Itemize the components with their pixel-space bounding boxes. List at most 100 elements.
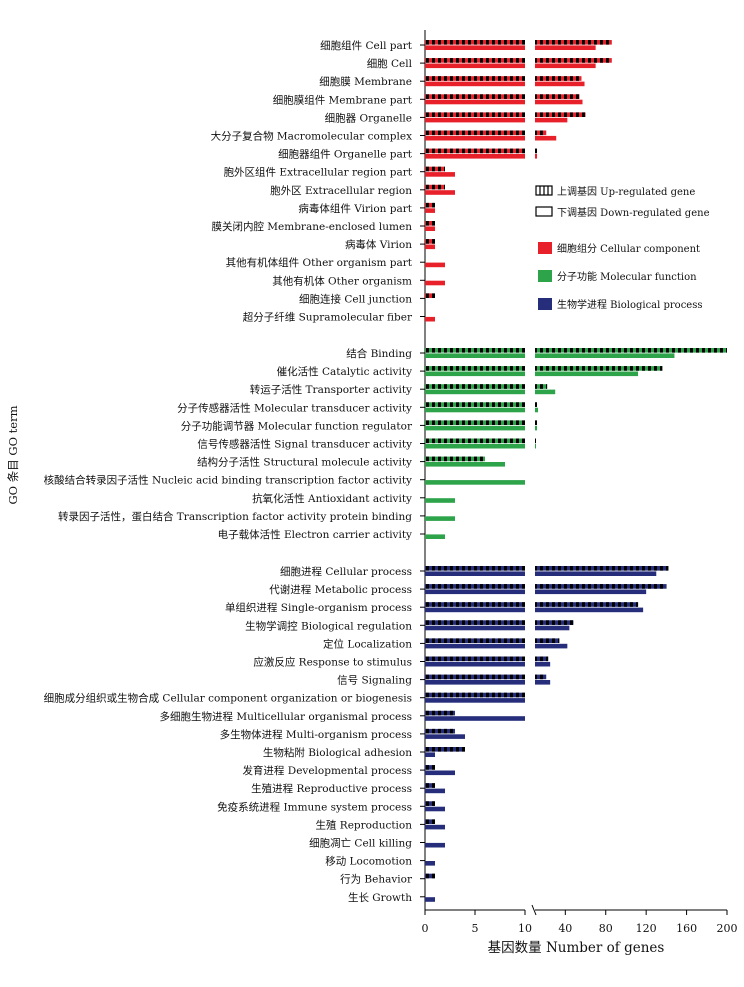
bar-up-hatch-2-0 — [425, 566, 525, 571]
bar-up-hatch-2-4 — [425, 638, 525, 643]
bar-up-hatch-0-4 — [425, 112, 525, 117]
bar-down-2-8 — [425, 716, 525, 721]
bar-down-1-4 — [425, 425, 525, 431]
x-axis-ticks: 0 5 10 40 80 120 160 200 — [420, 44, 738, 935]
category-label: 胞外区组件 Extracellular region part — [224, 166, 413, 179]
legend-label: 分子功能 Molecular function — [557, 270, 697, 283]
bar-down-0-3 — [425, 99, 525, 105]
bar-up-hatch-1-2-b — [535, 384, 548, 389]
category-label: 转录因子活性，蛋白结合 Transcription factor activit… — [58, 510, 412, 523]
bar-down-2-13 — [425, 806, 445, 812]
bar-up-hatch-1-1 — [425, 366, 525, 371]
bar-up-hatch-2-6 — [425, 674, 525, 680]
bar-down-2-6-b — [535, 680, 551, 685]
bar-down-1-2-b — [535, 389, 556, 395]
bar-down-1-3 — [425, 407, 525, 413]
bar-down-0-0-b — [535, 45, 596, 50]
category-label: 细胞成分组织或生物合成 Cellular component organizat… — [44, 692, 412, 705]
legend-label: 下调基因 Down-regulated gene — [557, 206, 710, 219]
category-label: 抗氧化活性 Antioxidant activity — [252, 492, 412, 505]
bar-up-hatch-0-1 — [425, 58, 525, 63]
category-label: 电子载体活性 Electron carrier activity — [218, 528, 412, 541]
bar-up-hatch-0-1-b — [535, 58, 612, 63]
bar-down-2-1-b — [535, 589, 647, 595]
bar-down-2-14 — [425, 824, 445, 830]
bar-down-2-9 — [425, 734, 465, 739]
bar-up-hatch-2-8 — [425, 710, 455, 716]
bar-down-2-0-b — [535, 571, 657, 576]
bar-up-hatch-2-11 — [425, 765, 435, 770]
legend-swatch-biological_process — [538, 298, 552, 310]
bar-down-0-7 — [425, 172, 455, 177]
bar-down-0-5-b — [535, 135, 557, 141]
bar-up-hatch-2-13 — [425, 801, 435, 806]
bar-up-hatch-1-3 — [425, 402, 525, 407]
axes — [424, 30, 727, 916]
category-label: 单组织进程 Single-organism process — [225, 601, 412, 614]
bar-up-hatch-1-4 — [425, 420, 525, 425]
category-label: 生物粘附 Biological adhesion — [263, 746, 412, 759]
category-label: 细胞进程 Cellular process — [280, 565, 412, 578]
bar-up-hatch-0-7 — [425, 166, 445, 172]
bar-up-hatch-0-9 — [425, 202, 435, 208]
bar-down-1-6 — [425, 462, 505, 467]
bars — [425, 40, 727, 902]
category-label: 细胞器组件 Organelle part — [278, 148, 413, 161]
bar-up-hatch-0-2 — [425, 76, 525, 81]
category-label: 其他有机体 Other organism — [272, 274, 412, 287]
bar-up-hatch-2-4-b — [535, 638, 560, 643]
bar-up-hatch-1-5 — [425, 438, 525, 444]
bar-up-hatch-0-8 — [425, 184, 445, 190]
category-label: 信号传感器活性 Signal transducer activity — [197, 438, 412, 451]
bar-down-2-2 — [425, 607, 525, 613]
bar-down-0-3-b — [535, 99, 583, 105]
bar-down-1-0 — [425, 353, 525, 358]
bar-down-0-15 — [425, 316, 435, 322]
bar-up-hatch-2-2 — [425, 602, 525, 607]
bar-down-1-1-b — [535, 371, 639, 377]
category-label: 生殖 Reproduction — [315, 818, 412, 831]
bar-up-hatch-2-14 — [425, 819, 435, 824]
bar-down-1-5-b — [535, 443, 537, 449]
x-tick-label: 10 — [518, 922, 532, 935]
y-axis-label: GO 条目 GO term — [6, 405, 20, 504]
bar-up-hatch-0-4-b — [535, 112, 586, 117]
category-label: 胞外区 Extracellular region — [270, 185, 412, 197]
bar-down-2-16 — [425, 861, 435, 866]
bar-up-hatch-2-17 — [425, 873, 435, 879]
bar-up-hatch-1-5-b — [535, 438, 536, 444]
bar-down-0-8 — [425, 190, 455, 195]
bar-down-0-6 — [425, 154, 525, 159]
bar-up-hatch-0-5 — [425, 130, 525, 136]
bar-up-hatch-0-3 — [425, 94, 525, 99]
category-label: 分子传感器活性 Molecular transducer activity — [177, 401, 412, 414]
bar-down-2-4 — [425, 643, 525, 649]
bar-down-1-8 — [425, 498, 455, 503]
legend-label: 细胞组分 Cellular component — [557, 242, 700, 255]
bar-up-hatch-2-5-b — [535, 656, 549, 662]
bar-up-hatch-1-0-b — [535, 348, 727, 353]
bar-down-2-7 — [425, 698, 525, 703]
bar-down-0-2 — [425, 81, 525, 87]
category-label: 多细胞生物进程 Multicellular organismal process — [159, 710, 412, 723]
bar-down-2-1 — [425, 589, 525, 595]
bar-down-0-11 — [425, 244, 435, 250]
bar-up-hatch-0-6 — [425, 148, 525, 154]
category-label: 定位 Localization — [323, 637, 412, 650]
category-label: 行为 Behavior — [340, 873, 413, 886]
bar-up-hatch-2-1-b — [535, 584, 667, 589]
bar-up-hatch-2-3-b — [535, 620, 574, 625]
category-label: 免疫系统进程 Immune system process — [217, 800, 412, 813]
category-label: 结构分子活性 Structural molecule activity — [197, 456, 412, 469]
category-label: 生殖进程 Reproductive process — [251, 782, 412, 795]
bar-down-2-6 — [425, 680, 525, 685]
x-tick-label: 5 — [472, 922, 479, 935]
bar-down-1-2 — [425, 389, 525, 395]
category-label: 核酸结合转录因子活性 Nucleic acid binding transcri… — [44, 474, 412, 487]
x-tick-label: 0 — [422, 922, 429, 935]
bar-down-0-6-b — [535, 154, 538, 159]
bar-down-0-12 — [425, 262, 445, 268]
bar-up-hatch-0-14 — [425, 293, 435, 298]
category-label: 多生物体进程 Multi-organism process — [220, 728, 412, 741]
